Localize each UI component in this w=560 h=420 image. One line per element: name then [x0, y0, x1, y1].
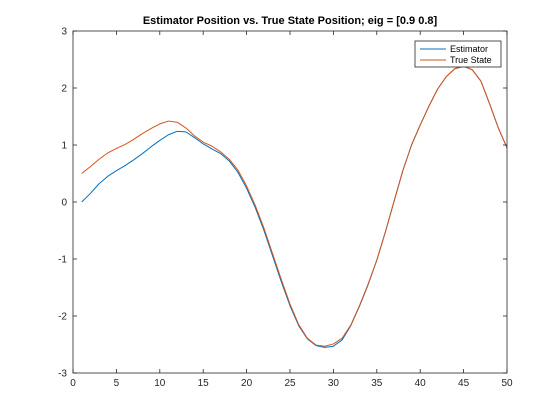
plot-area [73, 31, 507, 373]
legend-box [414, 40, 502, 68]
y-tick-label: -3 [58, 369, 67, 380]
x-tick-label: 45 [458, 378, 470, 389]
x-tick-label: 0 [70, 378, 76, 389]
x-tick-label: 20 [241, 378, 253, 389]
x-tick-label: 15 [198, 378, 210, 389]
x-tick-label: 10 [154, 378, 166, 389]
series-line-true-state [81, 65, 508, 347]
y-tick-label: 2 [61, 84, 67, 95]
x-tick-label: 25 [284, 378, 296, 389]
x-tick-label: 5 [114, 378, 120, 389]
y-tick-label: -1 [58, 255, 67, 266]
x-tick-label: 50 [501, 378, 513, 389]
series-layer [81, 65, 508, 348]
axes-layer: 0 5 10 15 20 25 30 35 40 45 50 -3 -2 -1 0 1 2 3 [58, 27, 513, 390]
y-tick-label: 1 [61, 141, 67, 152]
x-tick-label: 40 [415, 378, 427, 389]
x-tick-label: 30 [328, 378, 340, 389]
legend-entry: Estimator [450, 44, 488, 54]
chart-title: Estimator Position vs. True State Positi… [143, 15, 438, 27]
x-tick-label: 35 [371, 378, 383, 389]
y-tick-label: -2 [58, 312, 67, 323]
y-tick-label: 0 [61, 198, 67, 209]
y-tick-label: 3 [61, 27, 67, 38]
legend-entry: True State [450, 55, 492, 65]
